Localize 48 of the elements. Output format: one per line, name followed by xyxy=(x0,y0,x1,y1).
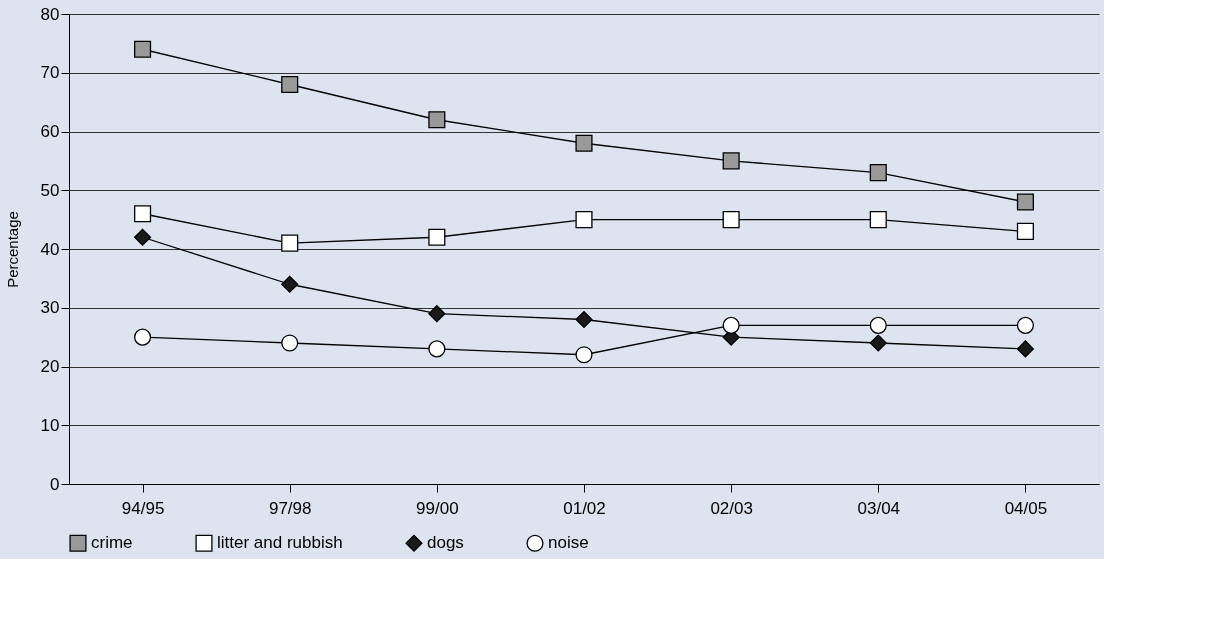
point xyxy=(722,316,740,334)
legend-label: noise xyxy=(548,533,589,553)
point xyxy=(428,228,446,246)
x-tick-label: 99/00 xyxy=(416,498,459,518)
point xyxy=(575,346,593,364)
x-tick-label: 04/05 xyxy=(1004,498,1048,518)
y-tick-label: 0 xyxy=(50,474,60,494)
point xyxy=(428,111,446,129)
point xyxy=(722,152,740,170)
point xyxy=(134,205,152,223)
y-tick-label: 80 xyxy=(40,4,60,24)
point xyxy=(869,316,887,334)
point xyxy=(575,211,593,229)
point xyxy=(575,310,593,329)
legend-label: litter and rubbish xyxy=(217,533,343,553)
point xyxy=(1016,316,1034,334)
point xyxy=(134,328,152,346)
point xyxy=(428,305,446,323)
y-tick-label: 30 xyxy=(40,298,60,318)
y-axis-title: Percentage xyxy=(3,211,21,288)
point xyxy=(281,334,299,352)
point xyxy=(1016,340,1034,358)
point xyxy=(134,228,152,246)
legend-label: dogs xyxy=(427,533,464,553)
legend-label: crime xyxy=(91,533,133,553)
y-tick-label: 50 xyxy=(40,180,60,200)
point xyxy=(1016,222,1034,240)
point xyxy=(869,164,887,182)
x-tick-label: 97/98 xyxy=(268,498,312,518)
point xyxy=(134,40,152,58)
x-tick-label: 02/03 xyxy=(710,498,753,518)
point xyxy=(281,75,299,94)
x-tick-label: 03/04 xyxy=(857,498,901,518)
point xyxy=(1016,193,1034,211)
y-tick-label: 70 xyxy=(40,63,60,83)
point xyxy=(869,211,887,229)
point xyxy=(869,334,887,352)
y-tick-label: 40 xyxy=(40,239,60,259)
x-tick-label: 01/02 xyxy=(563,498,606,518)
point xyxy=(575,134,593,152)
y-tick-label: 60 xyxy=(40,122,60,141)
point xyxy=(428,340,446,358)
point xyxy=(722,211,740,229)
x-tick-label: 94/95 xyxy=(121,498,165,518)
y-tick-label: 20 xyxy=(40,357,60,376)
point xyxy=(281,234,299,252)
point xyxy=(281,275,299,293)
y-tick-label: 10 xyxy=(40,415,60,435)
